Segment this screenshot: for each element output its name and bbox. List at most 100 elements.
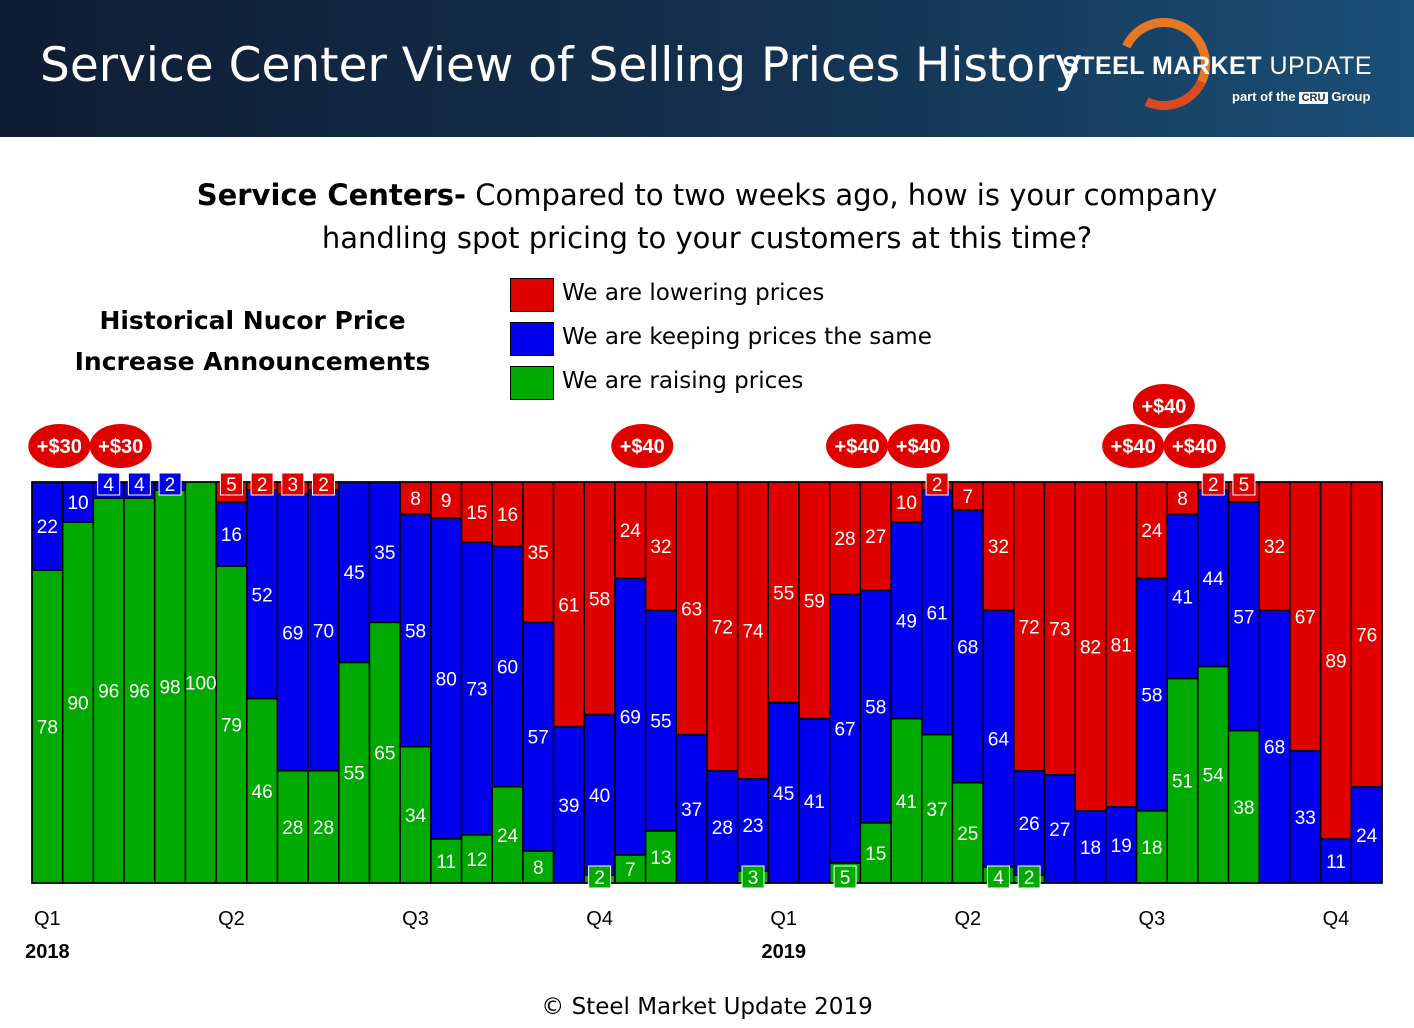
stacked-bar-chart: 7822901096496498210079165465222869328702…	[25, 384, 1383, 963]
data-label-raising: 41	[896, 792, 917, 813]
price-increase-label: +$40	[620, 436, 665, 458]
data-label-box-lowering	[281, 472, 305, 496]
price-increase-bubble	[826, 424, 889, 468]
nucor-title-line2: Increase Announcements	[74, 347, 431, 376]
data-label-raising: 8	[533, 858, 544, 879]
data-label-same: 10	[67, 493, 88, 514]
data-label-same: 70	[313, 621, 334, 642]
data-label-raising: 2	[1024, 868, 1035, 889]
bar-raising	[246, 697, 279, 884]
price-increase-bubble	[1132, 384, 1195, 428]
data-label-same: 11	[1326, 852, 1346, 873]
data-label-same: 24	[1356, 826, 1378, 847]
data-label-same: 60	[497, 657, 518, 678]
price-increase-label: +$30	[98, 436, 143, 458]
bar-same	[1350, 786, 1383, 884]
data-label-raising: 54	[1203, 766, 1225, 787]
data-label-lowering: 76	[1356, 625, 1377, 646]
data-label-same: 64	[988, 730, 1010, 751]
data-label-box-lowering	[250, 472, 274, 496]
data-label-box-lowering	[219, 472, 243, 496]
bar-same	[338, 481, 371, 664]
header-banner: Service Center View of Selling Prices Hi…	[0, 0, 1414, 137]
data-label-raising: 28	[313, 818, 334, 839]
price-increase-label: +$40	[896, 436, 941, 458]
data-label-lowering: 16	[497, 505, 518, 526]
bar-same	[368, 481, 401, 624]
data-label-same: 58	[865, 698, 886, 719]
logo-bold-text: STEEL MARKET	[1062, 52, 1262, 80]
bar-lowering	[430, 481, 463, 519]
price-increase-label: +$40	[1172, 436, 1217, 458]
data-label-lowering: 63	[681, 599, 702, 620]
data-label-lowering: 10	[896, 493, 917, 514]
data-label-same: 52	[252, 585, 273, 606]
bar-lowering	[1135, 481, 1168, 579]
bar-lowering	[644, 481, 678, 612]
data-label-same: 18	[1080, 838, 1101, 859]
data-label-raising: 5	[840, 868, 851, 889]
data-label-lowering: 15	[466, 503, 487, 524]
x-tick-label: Q4	[1323, 908, 1350, 930]
data-label-raising: 38	[1233, 798, 1254, 819]
x-tick-label: Q1	[770, 908, 797, 930]
data-label-same: 68	[1264, 738, 1285, 759]
data-label-lowering: 73	[1049, 619, 1070, 640]
legend-swatch-same	[510, 322, 554, 356]
copyright-footer: © Steel Market Update 2019	[541, 994, 873, 1020]
data-label-raising: 24	[497, 826, 519, 847]
data-label-raising: 28	[282, 818, 303, 839]
bar-same	[276, 493, 309, 772]
bar-lowering	[491, 481, 524, 547]
data-label-same: 27	[1049, 820, 1070, 841]
data-label-same: 67	[834, 720, 855, 741]
bar-same	[614, 577, 647, 856]
data-label-same: 4	[134, 475, 145, 496]
x-tick-label: Q4	[586, 908, 613, 930]
bar-same	[921, 489, 954, 736]
page-title: Service Center View of Selling Prices Hi…	[40, 38, 1083, 93]
bar-same	[307, 489, 340, 772]
data-label-box-lowering	[311, 472, 335, 496]
data-label-box-same	[97, 472, 121, 496]
data-label-raising: 7	[625, 860, 636, 881]
price-increase-label: +$30	[37, 436, 82, 458]
data-label-same: 41	[804, 792, 825, 813]
bar-lowering	[1319, 481, 1353, 840]
data-label-same: 33	[1295, 808, 1316, 829]
data-label-same: 45	[773, 784, 794, 805]
data-label-lowering: 2	[1208, 475, 1219, 496]
data-label-same: 55	[650, 712, 671, 733]
data-label-raising: 96	[129, 682, 150, 703]
price-increase-label: +$40	[1141, 396, 1186, 418]
bar-lowering	[675, 481, 708, 736]
data-label-lowering: 35	[528, 543, 549, 564]
price-increase-bubble	[89, 424, 152, 468]
data-label-same: 80	[436, 669, 457, 690]
data-label-same: 22	[37, 517, 58, 538]
year-label: 2019	[761, 941, 806, 963]
bar-same	[1105, 806, 1138, 884]
data-label-same: 58	[405, 621, 426, 642]
logo-light-text: UPDATE	[1269, 52, 1373, 80]
data-label-same: 37	[681, 800, 702, 821]
data-label-lowering: 32	[1264, 537, 1285, 558]
data-label-box-raising	[588, 865, 612, 889]
price-increase-bubble	[611, 424, 674, 468]
bar-lowering	[1350, 481, 1383, 788]
data-label-lowering: 59	[804, 591, 825, 612]
bar-lowering	[460, 481, 493, 543]
price-increase-bubble	[887, 424, 950, 468]
question-line2: handling spot pricing to your customers …	[321, 221, 1093, 255]
price-increase-bubble	[1163, 424, 1226, 468]
data-label-raising: 100	[185, 674, 217, 695]
data-label-raising: 25	[957, 824, 978, 845]
data-label-same: 61	[927, 603, 948, 624]
data-label-box-lowering	[1201, 472, 1225, 496]
price-increase-bubble	[1102, 424, 1165, 468]
data-label-same: 39	[558, 796, 579, 817]
bar-lowering	[1105, 481, 1138, 808]
x-tick-label: Q2	[954, 908, 981, 930]
data-label-box-same	[158, 472, 182, 496]
x-tick-label: Q2	[218, 908, 245, 930]
